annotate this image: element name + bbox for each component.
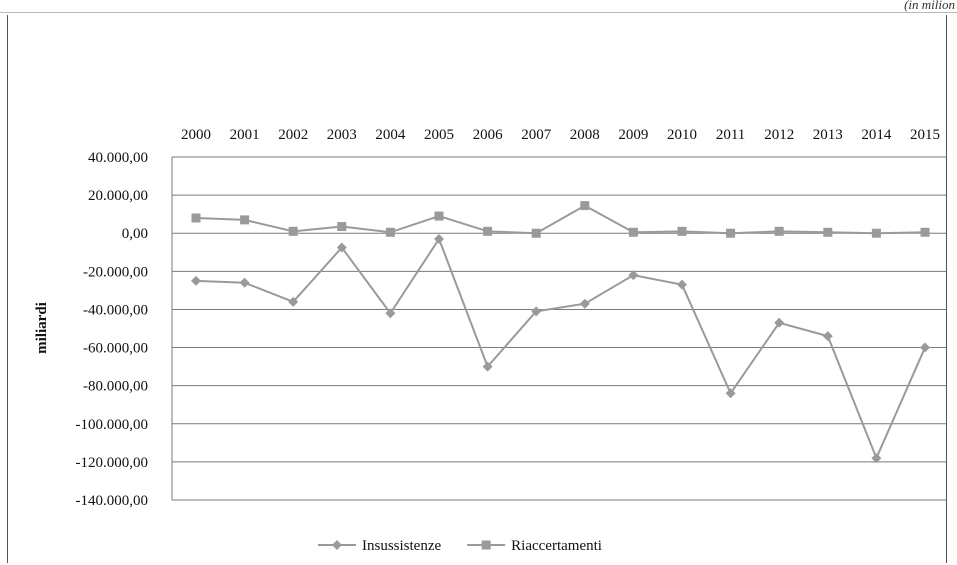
x-tick-label: 2010 — [667, 127, 697, 143]
data-point-riaccertamenti — [483, 226, 493, 236]
series-line-riaccertamenti — [195, 204, 926, 235]
legend-item-insussistenze: Insussistenze — [318, 538, 441, 554]
page-top-rule — [0, 12, 957, 13]
x-tick-label: 2001 — [230, 127, 260, 143]
x-tick-label: 2003 — [327, 127, 357, 143]
x-tick-label: 2005 — [424, 127, 454, 143]
legend-item-riaccertamenti: Riaccertamenti — [467, 538, 602, 554]
data-point-riaccertamenti — [677, 226, 687, 236]
x-tick-label: 2006 — [473, 127, 504, 143]
y-tick-label: -80.000,00 — [83, 379, 148, 395]
data-point-insussistenze — [822, 331, 833, 342]
legend-label-insussistenze: Insussistenze — [362, 538, 441, 554]
x-tick-label: 2008 — [570, 127, 600, 143]
data-point-insussistenze — [920, 342, 930, 353]
data-point-riaccertamenti — [288, 226, 298, 236]
data-point-riaccertamenti — [191, 213, 201, 223]
data-point-riaccertamenti — [434, 211, 444, 221]
data-point-insussistenze — [336, 242, 347, 253]
data-point-riaccertamenti — [531, 228, 541, 238]
x-tick-label: 2013 — [813, 127, 843, 143]
y-tick-label: -120.000,00 — [76, 455, 149, 471]
y-tick-label: -140.000,00 — [76, 493, 149, 509]
data-point-insussistenze — [434, 233, 444, 244]
legend-marker-insussistenze — [332, 540, 342, 550]
series-riaccertamenti — [191, 201, 930, 238]
x-tick-label: 2000 — [181, 127, 211, 143]
data-point-insussistenze — [579, 298, 590, 309]
y-tick-label: -20.000,00 — [83, 264, 148, 280]
x-tick-labels: 2000 2001 2002 2003 2004 2005 2006 2007 2008 2009… — [181, 127, 940, 143]
x-tick-label: 2009 — [618, 127, 648, 143]
x-tick-label: 2015 — [910, 127, 940, 143]
y-tick-label: 40.000,00 — [88, 150, 148, 166]
y-tick-label: 0,00 — [122, 226, 148, 242]
legend: Insussistenze Riaccertamenti — [318, 538, 602, 554]
data-point-insussistenze — [677, 279, 687, 290]
y-tick-labels: 40.000,00 20.000,00 0,00 -20.000,00 -40.000,… — [76, 150, 149, 509]
data-point-insussistenze — [628, 270, 639, 281]
data-point-riaccertamenti — [580, 201, 590, 211]
y-tick-label: -60.000,00 — [83, 341, 148, 357]
data-point-riaccertamenti — [726, 228, 736, 238]
data-point-insussistenze — [774, 317, 785, 328]
legend-label-riaccertamenti: Riaccertamenti — [511, 538, 602, 554]
chart-frame — [7, 15, 947, 563]
data-point-insussistenze — [482, 361, 493, 372]
data-point-riaccertamenti — [240, 215, 250, 225]
data-point-insussistenze — [239, 277, 250, 288]
x-tick-label: 2007 — [521, 127, 552, 143]
data-point-riaccertamenti — [385, 227, 395, 237]
corner-note: (in milion — [904, 0, 955, 12]
y-tick-label: 20.000,00 — [88, 188, 148, 204]
data-point-insussistenze — [288, 296, 299, 307]
data-point-riaccertamenti — [823, 227, 833, 237]
data-point-riaccertamenti — [920, 227, 930, 237]
legend-marker-riaccertamenti — [481, 540, 491, 550]
data-point-riaccertamenti — [774, 226, 784, 236]
data-point-insussistenze — [385, 308, 396, 319]
y-axis-label: miliardi — [34, 302, 50, 354]
x-tick-label: 2002 — [278, 127, 308, 143]
series-line-insussistenze — [195, 236, 926, 461]
data-point-riaccertamenti — [871, 228, 881, 238]
x-tick-label: 2012 — [764, 127, 794, 143]
y-tick-label: -40.000,00 — [83, 302, 148, 318]
series-insussistenze — [191, 233, 930, 464]
y-tick-label: -100.000,00 — [76, 417, 149, 433]
x-tick-label: 2004 — [375, 127, 406, 143]
gridlines — [171, 156, 946, 501]
data-point-insussistenze — [725, 388, 736, 399]
data-point-insussistenze — [871, 453, 882, 464]
data-point-riaccertamenti — [337, 222, 347, 232]
series-group — [191, 201, 930, 464]
x-tick-label: 2011 — [716, 127, 745, 143]
data-point-insussistenze — [531, 306, 542, 317]
x-tick-label: 2014 — [861, 127, 892, 143]
data-point-insussistenze — [191, 275, 201, 286]
data-point-riaccertamenti — [628, 227, 638, 237]
